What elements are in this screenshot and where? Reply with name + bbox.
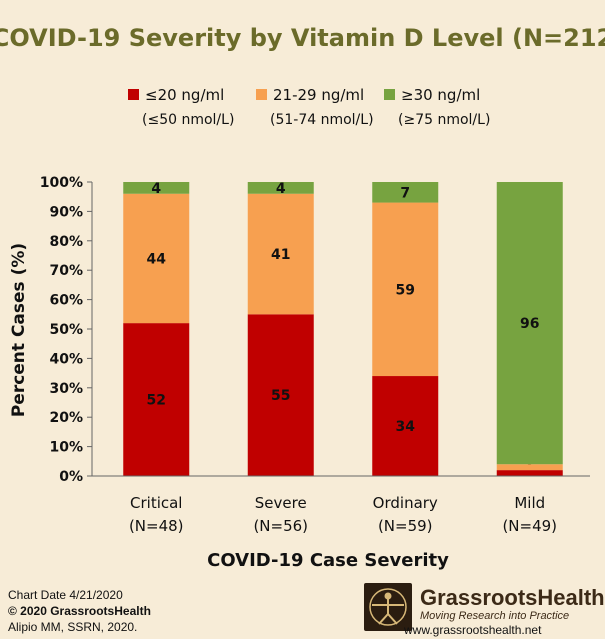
x-tick-sublabel: (N=59) <box>378 517 433 535</box>
bars: 524445541434597296 <box>123 181 563 476</box>
data-label: 55 <box>271 388 290 404</box>
bar-segment <box>496 470 563 476</box>
x-tick-sublabel: (N=48) <box>129 517 184 535</box>
y-tick-label: 100% <box>40 175 83 191</box>
legend-label: ≤20 ng/ml <box>145 86 224 104</box>
y-tick-label: 20% <box>49 410 83 426</box>
data-label: 4 <box>276 181 286 197</box>
y-tick-label: 30% <box>49 381 83 397</box>
legend-label: 21-29 ng/ml <box>273 86 364 104</box>
bar-segment <box>247 182 314 194</box>
x-tick-label: Mild <box>514 494 545 512</box>
bar-segment <box>372 202 439 377</box>
legend-swatch <box>384 89 395 100</box>
data-label: 44 <box>147 251 167 267</box>
y-tick-label: 0% <box>59 469 83 485</box>
citation: Alipio MM, SSRN, 2020. <box>8 620 138 634</box>
legend: ≤20 ng/ml (≤50 nmol/L) 21-29 ng/ml (51-74 n… <box>128 86 490 128</box>
bar-segment <box>247 193 314 315</box>
legend-sublabel: (≤50 nmol/L) <box>142 112 234 128</box>
x-axis-label: COVID-19 Case Severity <box>207 550 449 571</box>
chart-title: COVID-19 Severity by Vitamin D Level (N=… <box>0 24 605 52</box>
x-tick-sublabel: (N=49) <box>502 517 557 535</box>
bar-segment <box>372 182 439 203</box>
y-axis: 0% 10% 20% 30% 40% 50% 60% 70% 80% 90% 100% <box>40 175 93 485</box>
legend-swatch <box>256 89 267 100</box>
data-label: 34 <box>396 419 416 435</box>
x-axis: Critical (N=48) Severe (N=56) Ordinary (N=59)… <box>92 475 590 535</box>
bar-segment <box>496 464 563 471</box>
legend-sublabel: (≥75 nmol/L) <box>398 112 490 128</box>
bar-segment <box>496 182 563 465</box>
data-label: 4 <box>151 181 161 197</box>
logo-tagline: Moving Research into Practice <box>420 610 570 622</box>
bar-segment <box>247 314 314 476</box>
copyright: © 2020 GrassrootsHealth <box>8 604 151 618</box>
x-tick-sublabel: (N=56) <box>253 517 308 535</box>
bar-segment <box>123 182 190 194</box>
y-tick-label: 60% <box>49 293 83 309</box>
chart-date: Chart Date 4/21/2020 <box>8 588 123 602</box>
y-tick-label: 80% <box>49 234 83 250</box>
footer-credits: Chart Date 4/21/2020 © 2020 GrassrootsHe… <box>8 587 151 635</box>
data-label: 7 <box>400 185 410 201</box>
vitruvian-man-icon <box>364 583 412 631</box>
y-tick-label: 90% <box>49 204 83 220</box>
legend-sublabel: (51-74 nmol/L) <box>270 112 374 128</box>
x-tick-label: Ordinary <box>373 494 438 512</box>
legend-label: ≥30 ng/ml <box>401 86 480 104</box>
logo-name: GrassrootsHealth <box>420 585 605 610</box>
data-label: 96 <box>520 316 539 332</box>
y-tick-label: 50% <box>49 322 83 338</box>
y-tick-label: 10% <box>49 440 83 456</box>
legend-swatch <box>128 89 139 100</box>
stacked-bar-chart: COVID-19 Severity by Vitamin D Level (N=… <box>0 24 605 571</box>
bar-segment <box>372 376 439 476</box>
data-label: 59 <box>396 282 415 298</box>
y-tick-label: 70% <box>49 263 83 279</box>
grassrootshealth-logo: GrassrootsHealth Moving Research into Pr… <box>364 583 605 637</box>
bar-segment <box>123 323 190 476</box>
x-tick-label: Severe <box>255 494 307 512</box>
bar-segment <box>123 193 190 324</box>
data-label: 41 <box>271 247 290 263</box>
data-label: 52 <box>147 393 166 409</box>
y-axis-label: Percent Cases (%) <box>9 243 29 417</box>
y-tick-label: 40% <box>49 351 83 367</box>
x-tick-label: Critical <box>130 494 182 512</box>
logo-url: www.grassrootshealth.net <box>404 623 542 637</box>
